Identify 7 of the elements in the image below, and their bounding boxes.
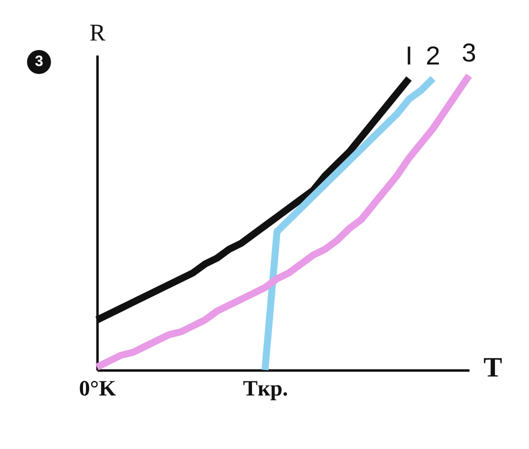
x-axis-title: T: [484, 352, 502, 384]
series-label: I: [405, 40, 413, 71]
series-label: 2: [426, 40, 440, 71]
x-tick-label: 0°K: [79, 376, 116, 400]
series-label: 3: [462, 38, 476, 68]
y-axis-title: R: [89, 20, 106, 46]
x-tick-label: Tкр.: [242, 376, 288, 400]
